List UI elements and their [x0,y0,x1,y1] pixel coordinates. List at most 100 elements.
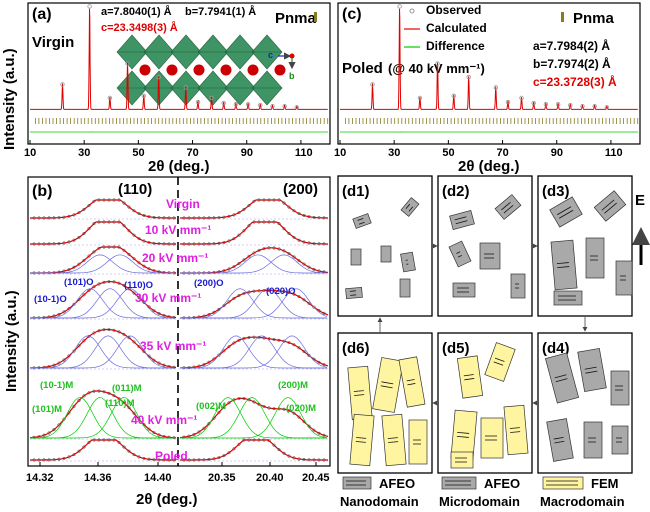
fit-curve [180,439,328,461]
data-point [232,265,236,269]
data-point [267,198,271,202]
legend-label: AFEO [484,476,520,491]
data-point [227,239,231,243]
data-point [117,198,121,202]
x-tick-label: 110 [605,147,623,159]
legend-label: FEM [591,476,618,491]
data-point [127,229,131,233]
data-point [242,336,246,340]
legend-sub: Nanodomain [340,494,419,509]
data-point [162,458,166,462]
data-point [292,456,296,460]
data-point [57,312,61,316]
data-point [222,454,226,458]
data-point [167,435,171,439]
observed-point [294,105,299,110]
data-point [152,431,156,435]
data-point [137,345,141,349]
data-point [132,209,136,213]
domain-box-tag: (d6) [342,340,370,357]
data-point [307,458,311,462]
data-point [272,407,276,411]
microdomain [549,196,583,228]
data-point [57,270,61,274]
data-point [237,338,241,342]
data-point [72,265,76,269]
panel-b-xlabel: 2θ (deg.) [136,491,197,508]
data-point [122,401,126,405]
panel-d: E (d1) (d2) (d3) (d4) (d5) (d6) AFEO Nanodomain… [337,175,650,509]
data-point [277,247,281,251]
data-point [277,222,281,226]
x-tick-label: 20.35 [208,472,236,484]
observed-point [233,101,239,107]
data-point [262,220,266,224]
data-point [247,203,251,208]
data-point [152,358,156,362]
data-point [62,241,66,245]
data-point [302,298,306,302]
data-point [187,242,191,246]
x-tick-label: 70 [497,147,509,159]
panel-a: (a) Virgin a=7.8040(1) Å b=7.7941(1) Å c… [1,2,331,175]
data-point [222,349,226,353]
data-point [127,336,131,340]
data-point [52,428,56,432]
fit-curve [30,199,176,219]
component-peak [180,397,328,439]
data-point [272,337,276,342]
legend-label: AFEO [379,476,415,491]
data-point [32,435,36,439]
crystal-structure-image [116,34,286,106]
data-point [132,340,136,344]
data-point [47,431,51,435]
microdomain [553,290,583,306]
field-symbol: E [635,192,645,209]
field-label-35: 35 kV mm⁻¹ [140,339,206,353]
data-point [67,268,71,272]
data-point [47,216,51,220]
data-point [172,216,176,220]
fit-curve [30,328,177,369]
data-point [277,338,281,342]
data-point [262,198,266,202]
fe-macrodomain [480,417,504,459]
data-point [112,438,116,442]
data-point [242,229,246,233]
label-101-m: (101)M [32,404,62,415]
data-point [312,458,316,462]
data-point [102,198,106,202]
observed-point [107,95,113,101]
microdomain [577,347,607,393]
observed-point [493,85,498,90]
data-point [107,391,111,395]
data-point [192,432,196,437]
data-point [297,295,301,299]
data-point [232,447,236,451]
data-point [117,440,121,444]
atom [247,64,259,76]
data-point [287,408,291,413]
data-point [222,269,226,273]
component-peak [180,288,327,319]
data-point [297,346,301,350]
data-point [107,438,111,442]
data-point [77,262,81,266]
panel-c-sample: Poled [342,60,383,77]
data-point [197,242,201,246]
data-point [47,458,51,462]
label-10m1-o: (10-1)O [34,294,67,305]
x-tick-label: 50 [132,147,144,159]
data-point [202,426,206,430]
data-point [292,343,296,347]
microdomain [593,190,627,222]
data-point [157,433,161,437]
data-point [207,242,211,246]
data-point [302,262,306,266]
data-point [67,455,71,459]
x-tick-label: 20.40 [256,472,284,484]
fe-macrodomain [381,413,407,467]
data-point [272,443,276,447]
data-point [242,207,246,211]
x-tick-label: 30 [388,147,400,159]
